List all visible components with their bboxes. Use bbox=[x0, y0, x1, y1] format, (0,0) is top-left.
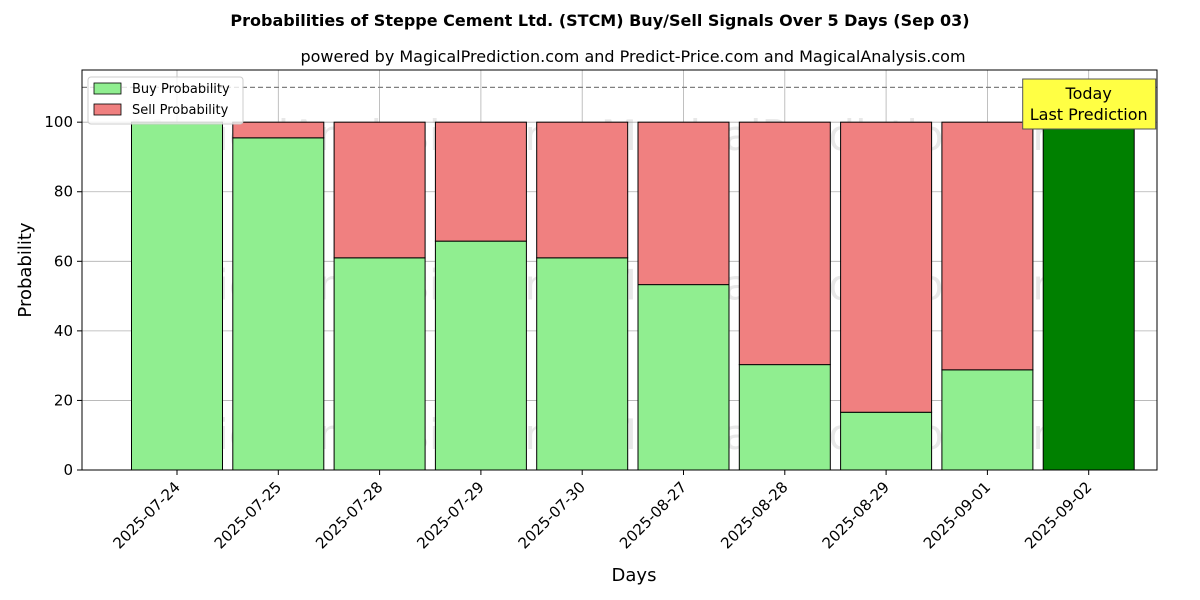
today-annotation-line1: Today bbox=[1065, 84, 1112, 103]
x-tick-label: 2025-07-25 bbox=[211, 478, 285, 552]
bar-buy-2025-07-30 bbox=[536, 257, 629, 471]
legend-swatch-sell bbox=[93, 103, 122, 116]
x-tick-label: 2025-08-29 bbox=[819, 478, 893, 552]
y-tick-label: 40 bbox=[54, 322, 73, 340]
x-tick-label: 2025-07-30 bbox=[515, 478, 589, 552]
y-tick-label: 0 bbox=[63, 461, 73, 479]
bar-sell-2025-07-29 bbox=[434, 121, 527, 242]
today-annotation: Today Last Prediction bbox=[1022, 78, 1157, 130]
legend-swatch-buy bbox=[93, 82, 122, 95]
bar-sell-2025-07-25 bbox=[232, 121, 325, 139]
x-tick-label: 2025-08-27 bbox=[616, 478, 690, 552]
y-tick-label: 20 bbox=[54, 391, 73, 409]
legend-label-sell: Sell Probability bbox=[132, 103, 229, 118]
bar-sell-2025-08-28 bbox=[738, 121, 831, 366]
y-tick-label: 100 bbox=[44, 113, 73, 131]
bar-buy-2025-09-02 bbox=[1042, 121, 1135, 471]
bar-sell-2025-07-30 bbox=[536, 121, 629, 259]
bar-buy-2025-09-01 bbox=[941, 369, 1034, 471]
chart-subtitle: powered by MagicalPrediction.com and Pre… bbox=[300, 47, 965, 66]
bar-sell-2025-08-29 bbox=[840, 121, 933, 413]
x-axis-label: Days bbox=[612, 565, 657, 586]
x-tick-label: 2025-07-28 bbox=[312, 478, 386, 552]
bar-buy-2025-07-29 bbox=[434, 240, 527, 471]
x-tick-label: 2025-09-02 bbox=[1021, 478, 1095, 552]
bar-buy-2025-08-27 bbox=[637, 284, 730, 471]
bar-sell-2025-07-28 bbox=[333, 121, 426, 259]
bars bbox=[131, 121, 1135, 471]
y-tick-label: 60 bbox=[54, 252, 73, 270]
legend: Buy Probability Sell Probability bbox=[87, 76, 244, 125]
bar-buy-2025-07-28 bbox=[333, 257, 426, 471]
bar-buy-2025-08-29 bbox=[840, 411, 933, 471]
today-annotation-line2: Last Prediction bbox=[1030, 105, 1148, 124]
bar-buy-2025-07-25 bbox=[232, 137, 325, 471]
bar-buy-2025-08-28 bbox=[738, 364, 831, 471]
y-axis-label: Probability bbox=[15, 222, 36, 317]
x-tick-label: 2025-08-28 bbox=[717, 478, 791, 552]
bar-sell-2025-09-01 bbox=[941, 121, 1034, 371]
y-tick-label: 80 bbox=[54, 183, 73, 201]
bar-buy-2025-07-24 bbox=[131, 121, 223, 471]
plot-frame bbox=[81, 69, 1158, 471]
x-tick-label: 2025-07-29 bbox=[413, 478, 487, 552]
bar-sell-2025-08-27 bbox=[637, 121, 730, 286]
x-tick-label: 2025-07-24 bbox=[109, 478, 183, 552]
x-tick-label: 2025-09-01 bbox=[920, 478, 994, 552]
today-annotation-box bbox=[1022, 78, 1157, 130]
y-axis: 0 20 40 60 80 100 bbox=[44, 113, 82, 479]
legend-label-buy: Buy Probability bbox=[132, 82, 230, 97]
x-axis: 2025-07-24 2025-07-25 2025-07-28 2025-07-29… bbox=[109, 470, 1096, 552]
legend-box bbox=[87, 76, 244, 125]
chart-title: Probabilities of Steppe Cement Ltd. (STC… bbox=[230, 11, 969, 30]
